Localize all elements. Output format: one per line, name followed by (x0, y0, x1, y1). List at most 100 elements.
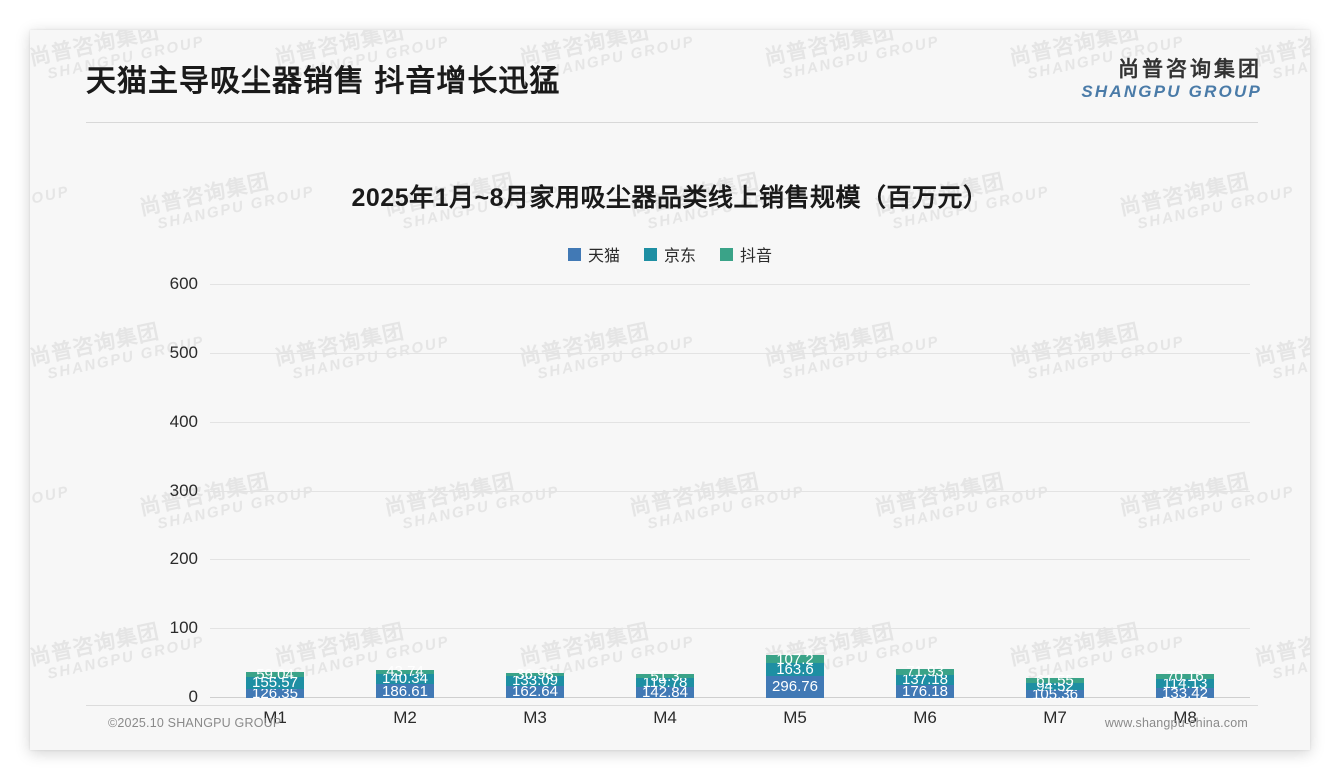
bar-stack: 176.18 137.18 71.93 (896, 653, 954, 700)
footer-copyright: ©2025.10 SHANGPU GROUP (108, 716, 282, 730)
bar-column[interactable]: 162.64 133.09 36.98 M3 (470, 285, 600, 727)
bar-segment-天猫[interactable]: 176.18 (896, 682, 954, 700)
x-axis-tick-label: M5 (783, 708, 807, 727)
legend-swatch-icon (643, 247, 657, 261)
bar-segment-京东[interactable]: 140.34 (376, 670, 434, 688)
chart-plot-inner: 0 100 200 300 400 500 600 126.35 155.57 59.04 M1 1… (170, 274, 1250, 727)
bar-segment-抖音[interactable]: 70.16 (1156, 669, 1214, 684)
y-axis-tick-label: 600 (169, 274, 198, 293)
bar-column[interactable]: 296.76 163.6 107.2 M5 (730, 285, 860, 727)
slide-header: 天猫主导吸尘器销售 抖音增长迅猛 尚普咨询集团 SHANGPU GROUP (30, 30, 1310, 120)
bar-column[interactable]: 142.84 119.78 51.3 M4 (600, 285, 730, 727)
x-axis-tick-label: M6 (913, 708, 937, 727)
page-title: 天猫主导吸尘器销售 抖音增长迅猛 (86, 65, 561, 98)
bar-group: 126.35 155.57 59.04 M1 186.61 140.34 43.74 M2 16… (210, 285, 1250, 727)
bar-segment-抖音[interactable]: 36.98 (506, 667, 564, 682)
bar-stack: 126.35 155.57 59.04 (246, 653, 304, 701)
bar-segment-京东[interactable]: 133.09 (506, 672, 564, 690)
legend-label: 京东 (663, 248, 696, 265)
brand-logo: 尚普咨询集团 SHANGPU GROUP (1081, 58, 1262, 103)
bar-segment-抖音[interactable]: 107.2 (766, 652, 824, 667)
slide-page: 尚普咨询集团 SHANGPU GROUP 尚普咨询集团 SHANGPU GROUP 尚普… (30, 30, 1310, 750)
bar-stack: 133.42 114.13 70.16 (1156, 653, 1214, 702)
bar-value-label: 133.42 (1162, 684, 1208, 702)
brand-logo-en: SHANGPU GROUP (1081, 82, 1262, 102)
bar-value-label: 114.13 (1162, 675, 1208, 693)
bar-segment-京东[interactable]: 155.57 (246, 675, 304, 690)
bar-segment-抖音[interactable]: 51.3 (636, 669, 694, 684)
legend-swatch-icon (720, 247, 733, 261)
bar-value-label: 71.93 (906, 663, 944, 681)
x-axis-tick-label: M8 (1173, 708, 1197, 727)
bar-segment-抖音[interactable]: 43.74 (376, 664, 434, 679)
bar-value-label: 163.6 (776, 661, 814, 679)
gridline: 0 (189, 687, 1250, 706)
bar-value-label: 61.55 (1036, 672, 1074, 690)
bar-segment-天猫[interactable]: 162.64 (506, 684, 564, 699)
x-axis-tick-label: M2 (393, 708, 417, 727)
bar-segment-抖音[interactable]: 61.55 (1026, 673, 1084, 688)
bar-column[interactable]: 126.35 155.57 59.04 M1 (210, 285, 340, 727)
y-axis-tick-label: 400 (169, 411, 198, 431)
bar-value-label: 119.78 (642, 674, 688, 692)
gridline: 100 (170, 618, 1250, 637)
bar-column[interactable]: 105.36 94.52 61.55 M7 (990, 285, 1120, 727)
chart-title: 2025年1月~8月家用吸尘器品类线上销售规模（百万元） (351, 184, 989, 212)
y-axis-tick-label: 300 (169, 480, 198, 500)
footer-divider (86, 705, 1258, 706)
bar-segment-京东[interactable]: 163.6 (766, 661, 824, 679)
header-divider (86, 122, 1258, 123)
bar-stack: 296.76 163.6 107.2 (766, 652, 824, 698)
bar-stack: 162.64 133.09 36.98 (506, 653, 564, 699)
bar-value-label: 43.74 (386, 663, 424, 681)
gridline: 600 (170, 274, 1250, 293)
bar-segment-天猫[interactable]: 133.42 (1156, 684, 1214, 702)
bar-segment-天猫[interactable]: 126.35 (246, 686, 304, 701)
x-axis-tick-label: M4 (653, 708, 677, 727)
x-axis-tick-label: M3 (523, 708, 547, 727)
legend-item-抖音[interactable]: 抖音 (720, 242, 772, 266)
bar-column[interactable]: 133.42 114.13 70.16 M8 (1120, 285, 1250, 727)
chart-plot-area: 0 100 200 300 400 500 600 126.35 155.57 59.04 M1 1… (130, 274, 1260, 727)
bar-column[interactable]: 186.61 140.34 43.74 M2 (340, 285, 470, 727)
bar-stack: 142.84 119.78 51.3 (636, 653, 694, 702)
bar-value-label: 176.18 (902, 682, 948, 700)
gridline: 400 (170, 412, 1250, 431)
legend-label: 天猫 (587, 248, 620, 265)
bar-value-label: 133.09 (512, 672, 558, 690)
bar-stack: 105.36 94.52 61.55 (1026, 653, 1084, 702)
gridline: 200 (170, 549, 1250, 568)
y-axis-tick-label: 0 (188, 687, 198, 706)
bar-segment-天猫[interactable]: 296.76 (766, 675, 824, 698)
legend-label: 抖音 (740, 248, 773, 265)
bar-segment-天猫[interactable]: 186.61 (376, 682, 434, 700)
bar-segment-京东[interactable]: 137.18 (896, 672, 954, 687)
bar-segment-抖音[interactable]: 71.93 (896, 664, 954, 679)
bar-value-label: 51.3 (650, 667, 680, 685)
bar-value-label: 142.84 (642, 684, 688, 702)
bar-segment-天猫[interactable]: 105.36 (1026, 687, 1084, 702)
y-axis-tick-label: 100 (169, 618, 198, 638)
brand-logo-cn: 尚普咨询集团 (1118, 58, 1262, 81)
gridline: 300 (170, 481, 1250, 500)
footer-website[interactable]: www.shangpu-china.com (1104, 716, 1248, 730)
bar-segment-天猫[interactable]: 142.84 (636, 684, 694, 702)
y-axis-tick-label: 500 (169, 342, 198, 362)
bar-value-label: 140.34 (382, 670, 428, 688)
gridline: 500 (170, 343, 1250, 362)
legend-item-京东[interactable]: 京东 (643, 242, 696, 266)
bar-segment-抖音[interactable]: 59.04 (246, 667, 304, 682)
x-axis-tick-label: M7 (1043, 708, 1067, 727)
bar-value-label: 186.61 (382, 682, 428, 700)
bar-value-label: 105.36 (1032, 685, 1078, 703)
bar-segment-京东[interactable]: 119.78 (636, 674, 694, 692)
bar-value-label: 36.98 (516, 665, 554, 683)
bar-value-label: 296.76 (772, 678, 818, 696)
legend-item-天猫[interactable]: 天猫 (567, 242, 620, 266)
bar-segment-京东[interactable]: 114.13 (1156, 675, 1214, 693)
bar-column[interactable]: 176.18 137.18 71.93 M6 (860, 285, 990, 727)
